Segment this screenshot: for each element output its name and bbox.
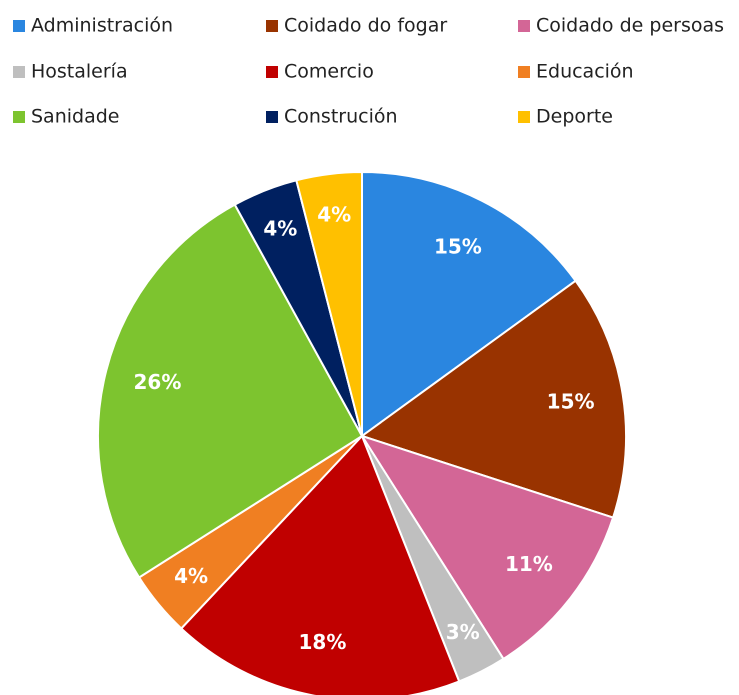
legend-label: Sanidade (31, 106, 119, 128)
slice (179, 434, 461, 695)
slice (359, 434, 615, 661)
data-label: 4% (317, 202, 351, 226)
legend-swatch (266, 20, 278, 32)
legend-swatch (266, 111, 278, 123)
legend-label: Coidado de persoas (536, 15, 724, 37)
data-label: 3% (446, 620, 480, 644)
data-label: 26% (133, 370, 181, 394)
data-label: 18% (298, 630, 346, 654)
legend-swatch (266, 66, 278, 78)
legend-label: Educación (536, 61, 634, 83)
data-label: 15% (547, 389, 595, 413)
legend-label: Administración (31, 15, 173, 37)
slice (295, 170, 363, 437)
legend-label: Deporte (536, 106, 613, 128)
data-label: 15% (434, 234, 482, 258)
data-label: 4% (174, 564, 208, 588)
legend-swatch (13, 111, 25, 123)
slice (359, 279, 627, 519)
legend-swatch (518, 20, 530, 32)
slice (361, 170, 577, 438)
legend-swatch (518, 66, 530, 78)
legend-swatch (13, 20, 25, 32)
legend-swatch (518, 111, 530, 123)
legend-label: Coidado do fogar (284, 15, 447, 37)
data-label: 11% (505, 552, 553, 576)
legend-label: Comercio (284, 61, 374, 83)
legend-swatch (13, 66, 25, 78)
legend-label: Hostalería (31, 61, 128, 83)
slice (97, 203, 364, 579)
legend-label: Construción (284, 106, 398, 128)
data-label: 4% (263, 216, 297, 240)
